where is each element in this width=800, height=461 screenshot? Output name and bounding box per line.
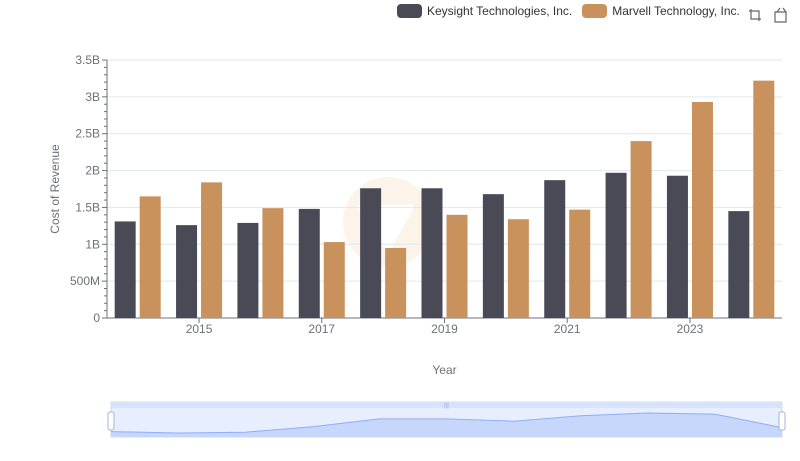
bar-keysight-2020[interactable] (482, 194, 504, 318)
y-tick-label: 1B (85, 237, 100, 251)
bar-keysight-2018[interactable] (360, 188, 382, 318)
legend-item-keysight[interactable]: Keysight Technologies, Inc. (397, 4, 572, 18)
bar-marvell-2016[interactable] (262, 208, 284, 318)
x-tick-label: 2023 (677, 322, 704, 336)
bar-keysight-2019[interactable] (421, 188, 443, 318)
bar-keysight-2014[interactable] (114, 221, 136, 318)
y-tick-label: 2B (85, 164, 100, 178)
y-tick-label: 2.5B (75, 127, 100, 141)
bar-marvell-2019[interactable] (446, 214, 468, 318)
y-tick-label: 3B (85, 90, 100, 104)
datazoom-left-handle[interactable] (107, 411, 115, 431)
datazoom-grip-icon: ||| (444, 403, 449, 409)
zoom-reset-icon[interactable] (772, 6, 790, 24)
legend-swatch-keysight (397, 4, 422, 18)
x-axis-title: Year (432, 363, 456, 377)
y-tick-label: 0 (93, 311, 100, 325)
zoom-icon[interactable] (746, 6, 764, 24)
legend-label-keysight: Keysight Technologies, Inc. (427, 4, 573, 18)
bar-marvell-2021[interactable] (569, 209, 591, 318)
x-tick-label: 2017 (308, 322, 335, 336)
chart-toolbox (746, 6, 798, 24)
x-tick-label: 2019 (431, 322, 458, 336)
datazoom-line (110, 412, 783, 434)
chart-legend: Keysight Technologies, Inc. Marvell Tech… (397, 4, 750, 18)
bar-marvell-2017[interactable] (323, 242, 345, 318)
y-tick-label: 1.5B (75, 200, 100, 214)
bar-marvell-2022[interactable] (630, 141, 652, 318)
datazoom-right-handle[interactable] (778, 411, 786, 431)
y-tick-label: 500M (70, 274, 100, 288)
legend-swatch-marvell (582, 4, 608, 18)
bar-marvell-2020[interactable] (507, 219, 529, 318)
bar-marvell-2014[interactable] (139, 196, 161, 318)
x-tick-label: 2021 (554, 322, 581, 336)
y-axis-title: Cost of Revenue (48, 144, 62, 234)
datazoom-area (111, 413, 782, 437)
bar-marvell-2024[interactable] (753, 80, 775, 318)
x-tick-label: 2015 (186, 322, 213, 336)
legend-label-marvell: Marvell Technology, Inc. (612, 4, 740, 18)
legend-item-marvell[interactable]: Marvell Technology, Inc. (582, 4, 740, 18)
bar-keysight-2017[interactable] (298, 208, 320, 318)
bar-marvell-2015[interactable] (201, 182, 223, 318)
bar-keysight-2022[interactable] (605, 172, 627, 318)
bar-keysight-2015[interactable] (176, 225, 198, 318)
datazoom-move-handle[interactable] (111, 402, 782, 408)
bar-keysight-2016[interactable] (237, 222, 259, 318)
bar-keysight-2024[interactable] (728, 211, 750, 318)
bar-marvell-2023[interactable] (691, 102, 713, 318)
bar-marvell-2018[interactable] (385, 247, 407, 318)
y-tick-label: 3.5B (75, 53, 100, 67)
bar-keysight-2023[interactable] (666, 175, 688, 318)
bar-keysight-2021[interactable] (544, 180, 566, 318)
